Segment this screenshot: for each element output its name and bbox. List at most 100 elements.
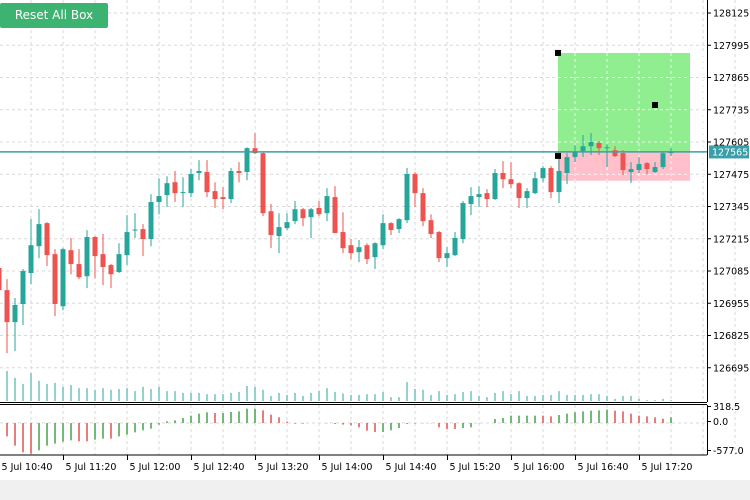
- candle-body: [420, 193, 426, 222]
- candle-body: [84, 237, 90, 277]
- candle-body: [444, 253, 450, 259]
- candle: [452, 232, 458, 257]
- candle-body: [172, 182, 178, 194]
- reset-all-box-button[interactable]: Reset All Box: [0, 3, 108, 28]
- price-axis-label: 126955: [713, 299, 749, 310]
- candle-body: [44, 223, 50, 256]
- price-axis-label: 127865: [713, 73, 749, 84]
- candle: [132, 213, 138, 239]
- candle-body: [644, 163, 650, 170]
- candle-body: [508, 179, 514, 185]
- box-handle[interactable]: [555, 49, 561, 56]
- candle-body: [652, 167, 658, 173]
- candle-body: [68, 250, 74, 265]
- candle: [316, 201, 322, 217]
- candle: [116, 243, 122, 273]
- candle: [196, 160, 202, 181]
- candle-body: [252, 148, 258, 154]
- candle-body: [404, 174, 410, 221]
- candle-body: [308, 209, 314, 218]
- candle: [468, 187, 474, 216]
- candle-body: [468, 196, 474, 205]
- candle-body: [484, 193, 490, 200]
- candle: [220, 187, 226, 210]
- candle: [652, 162, 658, 174]
- current-price-badge: [709, 145, 749, 159]
- candle-body: [340, 232, 346, 249]
- candle: [428, 214, 434, 239]
- candle-body: [412, 174, 418, 194]
- price-axis-label: 128125: [713, 9, 749, 20]
- candle: [124, 215, 130, 266]
- candle: [36, 209, 42, 259]
- candle-body: [380, 223, 386, 246]
- candle-body: [372, 243, 378, 258]
- candle: [76, 249, 82, 280]
- current-price-label: 127565: [712, 147, 748, 158]
- candle-body: [108, 265, 114, 275]
- price-axis-label: 127215: [713, 234, 749, 245]
- candle: [84, 230, 90, 289]
- candle-body: [100, 254, 106, 268]
- candle-body: [332, 197, 338, 234]
- candle: [308, 207, 314, 239]
- time-axis-label: 5 Jul 16:00: [514, 462, 565, 473]
- candle-body: [524, 191, 530, 199]
- time-axis-label: 5 Jul 10:40: [2, 462, 53, 473]
- candle-body: [476, 194, 482, 198]
- time-axis-label: 5 Jul 17:20: [642, 462, 693, 473]
- candle: [68, 238, 74, 275]
- candle: [236, 162, 242, 183]
- candle-body: [580, 146, 586, 152]
- candle-body: [116, 254, 122, 272]
- candle-body: [244, 148, 250, 173]
- candle-body: [316, 207, 322, 215]
- candle-body: [4, 290, 10, 323]
- candle-body: [572, 152, 578, 158]
- candle: [28, 219, 34, 285]
- candle-body: [516, 183, 522, 199]
- candle-body: [588, 142, 594, 147]
- candle-body: [164, 183, 170, 196]
- candle-body: [220, 197, 226, 200]
- candle-body: [596, 142, 602, 149]
- time-axis-label: 5 Jul 12:00: [130, 462, 181, 473]
- candle-body: [628, 169, 634, 173]
- candle: [380, 214, 386, 250]
- price-axis-label: 127475: [713, 170, 749, 181]
- candle: [508, 162, 514, 189]
- candle: [244, 147, 250, 181]
- candle: [420, 188, 426, 227]
- box-handle[interactable]: [652, 102, 658, 108]
- candle: [564, 153, 570, 185]
- osc-axis-label: 0.0: [713, 417, 728, 428]
- box-handle[interactable]: [555, 152, 561, 159]
- osc-axis-label: 318.5: [713, 402, 740, 413]
- candle: [300, 207, 306, 227]
- candle: [436, 231, 442, 263]
- candle-body: [212, 191, 218, 200]
- candle: [12, 298, 18, 352]
- candle: [548, 166, 554, 199]
- candle: [52, 249, 58, 317]
- candle-body: [132, 229, 138, 231]
- candle-body: [124, 232, 130, 256]
- candle-body: [188, 174, 194, 194]
- candle: [356, 239, 362, 263]
- candle: [332, 186, 338, 234]
- candle: [260, 152, 266, 217]
- candle-body: [228, 171, 234, 200]
- candle: [212, 182, 218, 208]
- volume-bars: [6, 371, 672, 401]
- candle: [292, 201, 298, 225]
- candle: [60, 247, 66, 311]
- candle: [364, 243, 370, 265]
- candle: [276, 213, 282, 254]
- candle: [572, 145, 578, 163]
- candle-body: [428, 220, 434, 235]
- candle-body: [556, 171, 562, 193]
- candle-body: [204, 172, 210, 193]
- time-axis-label: 5 Jul 12:40: [194, 462, 245, 473]
- candle: [172, 171, 178, 203]
